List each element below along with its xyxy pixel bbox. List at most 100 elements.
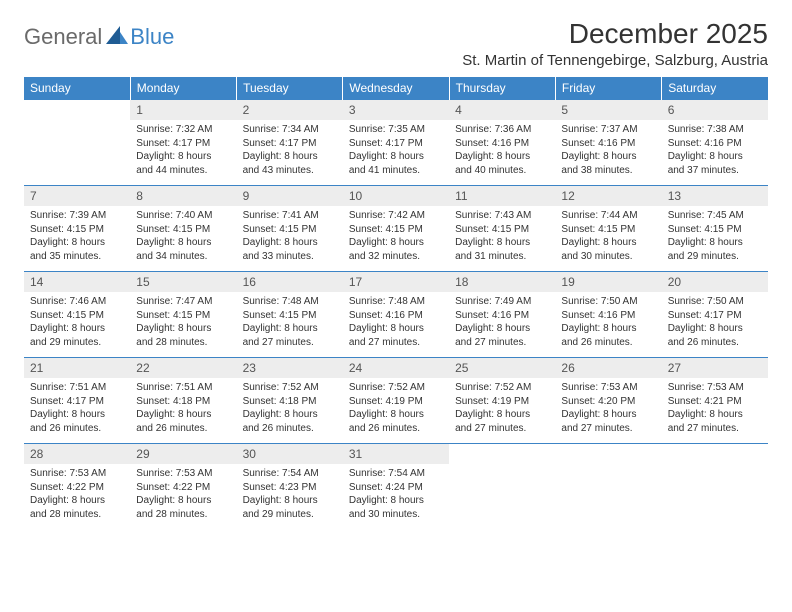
sunset-line: Sunset: 4:17 PM (243, 137, 337, 151)
calendar-day-cell: 25Sunrise: 7:52 AMSunset: 4:19 PMDayligh… (449, 358, 555, 444)
calendar-day-cell: 16Sunrise: 7:48 AMSunset: 4:15 PMDayligh… (237, 272, 343, 358)
day-number: 18 (449, 272, 555, 292)
sunrise-line: Sunrise: 7:54 AM (349, 467, 443, 481)
daylight-line: Daylight: 8 hours (30, 494, 124, 508)
sunset-line: Sunset: 4:16 PM (668, 137, 762, 151)
day-number: 1 (130, 100, 236, 120)
sunset-line: Sunset: 4:15 PM (561, 223, 655, 237)
sunset-line: Sunset: 4:15 PM (455, 223, 549, 237)
sunset-line: Sunset: 4:15 PM (349, 223, 443, 237)
daylight-line: and 30 minutes. (561, 250, 655, 264)
sunset-line: Sunset: 4:15 PM (136, 223, 230, 237)
sunrise-line: Sunrise: 7:43 AM (455, 209, 549, 223)
daylight-line: Daylight: 8 hours (30, 408, 124, 422)
daylight-line: Daylight: 8 hours (561, 322, 655, 336)
calendar-day-cell: 26Sunrise: 7:53 AMSunset: 4:20 PMDayligh… (555, 358, 661, 444)
calendar-body: 1Sunrise: 7:32 AMSunset: 4:17 PMDaylight… (24, 100, 768, 530)
day-number: 22 (130, 358, 236, 378)
day-number: 24 (343, 358, 449, 378)
sunset-line: Sunset: 4:21 PM (668, 395, 762, 409)
calendar-day-cell: 18Sunrise: 7:49 AMSunset: 4:16 PMDayligh… (449, 272, 555, 358)
sunrise-line: Sunrise: 7:53 AM (561, 381, 655, 395)
daylight-line: and 26 minutes. (349, 422, 443, 436)
sunrise-line: Sunrise: 7:40 AM (136, 209, 230, 223)
sunrise-line: Sunrise: 7:52 AM (243, 381, 337, 395)
sunset-line: Sunset: 4:22 PM (136, 481, 230, 495)
calendar-week-row: 14Sunrise: 7:46 AMSunset: 4:15 PMDayligh… (24, 272, 768, 358)
sunrise-line: Sunrise: 7:37 AM (561, 123, 655, 137)
day-number: 25 (449, 358, 555, 378)
daylight-line: and 37 minutes. (668, 164, 762, 178)
daylight-line: and 44 minutes. (136, 164, 230, 178)
day-number: 23 (237, 358, 343, 378)
month-title: December 2025 (462, 18, 768, 50)
daylight-line: Daylight: 8 hours (561, 236, 655, 250)
sunrise-line: Sunrise: 7:41 AM (243, 209, 337, 223)
weekday-header: Sunday (24, 77, 130, 100)
calendar-day-cell: 30Sunrise: 7:54 AMSunset: 4:23 PMDayligh… (237, 444, 343, 530)
sunrise-line: Sunrise: 7:49 AM (455, 295, 549, 309)
sunset-line: Sunset: 4:17 PM (349, 137, 443, 151)
calendar-day-cell: 7Sunrise: 7:39 AMSunset: 4:15 PMDaylight… (24, 186, 130, 272)
daylight-line: Daylight: 8 hours (455, 150, 549, 164)
sunset-line: Sunset: 4:23 PM (243, 481, 337, 495)
daylight-line: and 43 minutes. (243, 164, 337, 178)
daylight-line: and 27 minutes. (349, 336, 443, 350)
weekday-header: Wednesday (343, 77, 449, 100)
sunrise-line: Sunrise: 7:52 AM (349, 381, 443, 395)
brand-text-1: General (24, 24, 102, 50)
day-number: 3 (343, 100, 449, 120)
sunset-line: Sunset: 4:22 PM (30, 481, 124, 495)
sunrise-line: Sunrise: 7:32 AM (136, 123, 230, 137)
sunset-line: Sunset: 4:15 PM (243, 309, 337, 323)
calendar-day-cell: 17Sunrise: 7:48 AMSunset: 4:16 PMDayligh… (343, 272, 449, 358)
daylight-line: and 34 minutes. (136, 250, 230, 264)
daylight-line: Daylight: 8 hours (136, 408, 230, 422)
calendar-day-cell: 29Sunrise: 7:53 AMSunset: 4:22 PMDayligh… (130, 444, 236, 530)
day-number: 21 (24, 358, 130, 378)
day-number: 28 (24, 444, 130, 464)
weekday-header: Monday (130, 77, 236, 100)
sunset-line: Sunset: 4:17 PM (30, 395, 124, 409)
daylight-line: and 27 minutes. (668, 422, 762, 436)
calendar-day-cell: 14Sunrise: 7:46 AMSunset: 4:15 PMDayligh… (24, 272, 130, 358)
sunset-line: Sunset: 4:24 PM (349, 481, 443, 495)
sunrise-line: Sunrise: 7:52 AM (455, 381, 549, 395)
calendar-table: Sunday Monday Tuesday Wednesday Thursday… (24, 77, 768, 530)
sunrise-line: Sunrise: 7:53 AM (30, 467, 124, 481)
daylight-line: and 41 minutes. (349, 164, 443, 178)
daylight-line: Daylight: 8 hours (349, 150, 443, 164)
daylight-line: and 26 minutes. (668, 336, 762, 350)
calendar-day-cell: 10Sunrise: 7:42 AMSunset: 4:15 PMDayligh… (343, 186, 449, 272)
day-number: 16 (237, 272, 343, 292)
day-number: 15 (130, 272, 236, 292)
brand-logo: General Blue (24, 24, 174, 50)
daylight-line: and 26 minutes. (243, 422, 337, 436)
calendar-day-cell: 2Sunrise: 7:34 AMSunset: 4:17 PMDaylight… (237, 100, 343, 186)
daylight-line: Daylight: 8 hours (243, 494, 337, 508)
weekday-header: Thursday (449, 77, 555, 100)
sunset-line: Sunset: 4:15 PM (243, 223, 337, 237)
day-number: 9 (237, 186, 343, 206)
daylight-line: and 27 minutes. (243, 336, 337, 350)
sunset-line: Sunset: 4:15 PM (30, 309, 124, 323)
calendar-day-cell: 27Sunrise: 7:53 AMSunset: 4:21 PMDayligh… (662, 358, 768, 444)
calendar-day-cell: 1Sunrise: 7:32 AMSunset: 4:17 PMDaylight… (130, 100, 236, 186)
weekday-header-row: Sunday Monday Tuesday Wednesday Thursday… (24, 77, 768, 100)
daylight-line: Daylight: 8 hours (455, 408, 549, 422)
calendar-day-cell: 11Sunrise: 7:43 AMSunset: 4:15 PMDayligh… (449, 186, 555, 272)
calendar-day-cell: 23Sunrise: 7:52 AMSunset: 4:18 PMDayligh… (237, 358, 343, 444)
daylight-line: Daylight: 8 hours (136, 236, 230, 250)
daylight-line: Daylight: 8 hours (136, 494, 230, 508)
sunset-line: Sunset: 4:17 PM (136, 137, 230, 151)
daylight-line: Daylight: 8 hours (455, 322, 549, 336)
day-number: 14 (24, 272, 130, 292)
calendar-day-cell: 6Sunrise: 7:38 AMSunset: 4:16 PMDaylight… (662, 100, 768, 186)
calendar-day-cell: 31Sunrise: 7:54 AMSunset: 4:24 PMDayligh… (343, 444, 449, 530)
day-number: 12 (555, 186, 661, 206)
daylight-line: Daylight: 8 hours (30, 322, 124, 336)
day-number: 29 (130, 444, 236, 464)
sunrise-line: Sunrise: 7:53 AM (668, 381, 762, 395)
calendar-day-cell: 4Sunrise: 7:36 AMSunset: 4:16 PMDaylight… (449, 100, 555, 186)
daylight-line: Daylight: 8 hours (349, 236, 443, 250)
